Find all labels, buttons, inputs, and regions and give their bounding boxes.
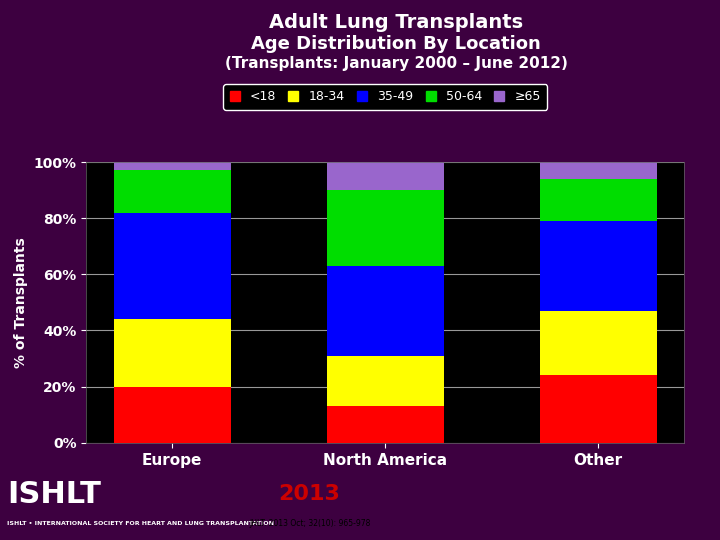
Bar — [540, 221, 657, 311]
Text: ISHLT: ISHLT — [7, 480, 101, 509]
Bar — [327, 190, 444, 266]
Bar — [540, 375, 657, 443]
Legend: <18, 18-34, 35-49, 50-64, ≥65: <18, 18-34, 35-49, 50-64, ≥65 — [223, 84, 547, 110]
Bar — [114, 171, 230, 213]
Text: Adult Lung Transplants: Adult Lung Transplants — [269, 14, 523, 32]
Bar — [540, 311, 657, 375]
Text: 2013: 2013 — [279, 484, 341, 504]
Bar — [327, 356, 444, 406]
Text: ISHLT • INTERNATIONAL SOCIETY FOR HEART AND LUNG TRANSPLANTATION: ISHLT • INTERNATIONAL SOCIETY FOR HEART … — [7, 521, 274, 526]
Bar — [114, 162, 230, 171]
Bar — [327, 266, 444, 356]
Bar — [327, 406, 444, 443]
Bar — [540, 179, 657, 221]
Bar — [114, 213, 230, 319]
Bar — [327, 162, 444, 190]
Text: JHLT. 2013 Oct; 32(10): 965-978: JHLT. 2013 Oct; 32(10): 965-978 — [249, 519, 370, 528]
Text: Age Distribution By Location: Age Distribution By Location — [251, 35, 541, 53]
Text: (Transplants: January 2000 – June 2012): (Transplants: January 2000 – June 2012) — [225, 56, 567, 71]
Bar — [114, 387, 230, 443]
Bar — [540, 162, 657, 179]
Bar — [114, 319, 230, 387]
Y-axis label: % of Transplants: % of Transplants — [14, 237, 28, 368]
